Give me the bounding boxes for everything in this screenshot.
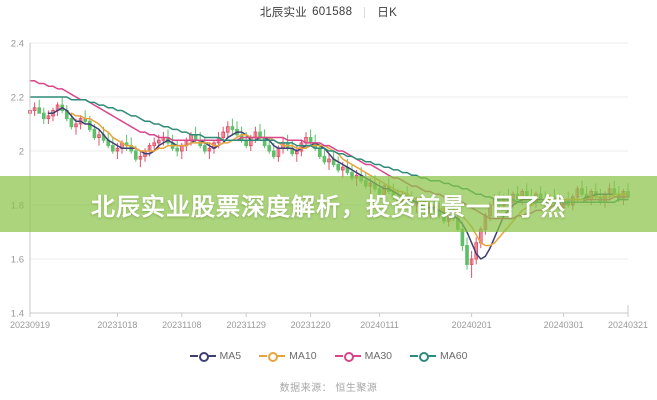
svg-text:1.8: 1.8	[11, 201, 24, 212]
svg-text:20231220: 20231220	[291, 320, 331, 330]
ma-line-ma10	[70, 112, 629, 247]
legend-item-ma60[interactable]: MA60	[410, 350, 467, 362]
svg-text:1.4: 1.4	[11, 309, 24, 320]
legend-item-ma30[interactable]: MA30	[334, 350, 393, 362]
chart-period: 日K	[377, 7, 398, 19]
data-source-note: 数据来源： 恒生聚源	[279, 383, 378, 394]
legend-label: MA30	[364, 350, 393, 362]
svg-text:2.4: 2.4	[11, 39, 24, 50]
svg-text:1.6: 1.6	[11, 255, 24, 266]
chart-header: 北辰实业 601588 日K	[0, 4, 657, 20]
legend-marker-ma10-icon	[259, 351, 286, 362]
svg-text:2.2: 2.2	[11, 93, 24, 104]
legend-marker-ma30-icon	[334, 351, 361, 362]
ma-line-ma5	[47, 107, 629, 260]
svg-text:20240301: 20240301	[544, 320, 584, 330]
svg-text:20230919: 20230919	[10, 320, 50, 330]
chart-legend: MA5 MA10 MA30 MA60	[0, 350, 657, 362]
candle-group	[28, 97, 630, 278]
stock-code: 601588	[312, 6, 353, 18]
ma-line-ma30	[29, 80, 629, 220]
svg-text:2: 2	[19, 147, 24, 158]
legend-marker-ma5-icon	[189, 351, 216, 362]
legend-marker-ma60-icon	[410, 351, 437, 362]
legend-label: MA5	[219, 350, 242, 362]
ma-line-ma60	[29, 96, 629, 204]
svg-text:20240201: 20240201	[452, 320, 492, 330]
svg-text:20231129: 20231129	[227, 320, 266, 330]
legend-label: MA60	[440, 350, 468, 362]
legend-label: MA10	[289, 350, 317, 362]
svg-text:20231018: 20231018	[97, 320, 137, 330]
svg-text:20240111: 20240111	[360, 320, 399, 330]
svg-text:20231108: 20231108	[162, 320, 201, 330]
header-divider	[364, 6, 366, 18]
legend-item-ma5[interactable]: MA5	[189, 350, 242, 362]
svg-text:20240321: 20240321	[608, 320, 648, 330]
legend-item-ma10[interactable]: MA10	[259, 350, 317, 362]
stock-name: 北辰实业	[259, 7, 308, 19]
